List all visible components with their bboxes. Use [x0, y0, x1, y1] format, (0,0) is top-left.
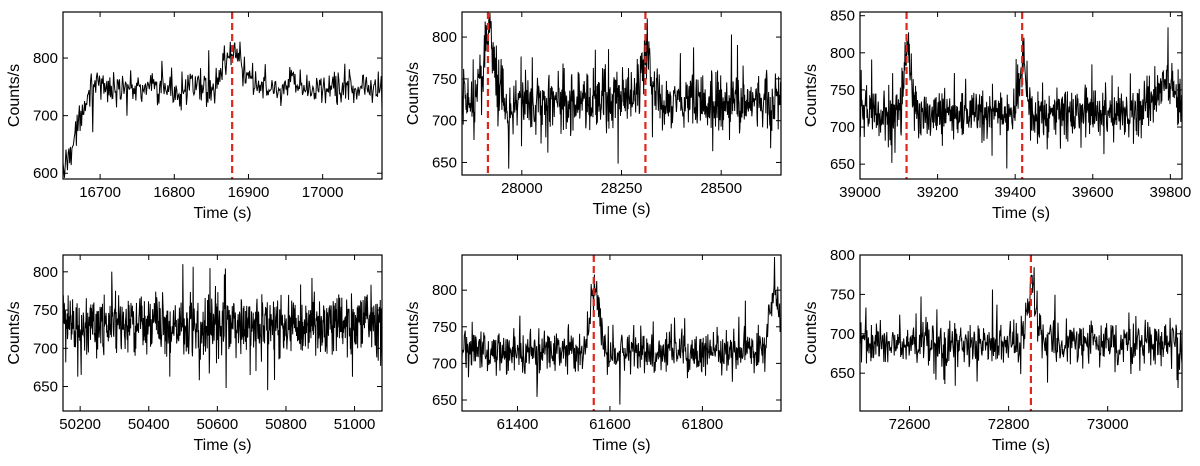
y-tick-label-top-middle-1: 700: [432, 113, 457, 130]
chart-panel-top-middle: 28000 28250 28500 650 700 750 800 Time (s) Count…: [405, 11, 782, 218]
plot-frame-bottom-right: [859, 254, 1183, 412]
y-tick-label-bottom-middle-0: 650: [432, 392, 457, 409]
y-tick-label-bottom-right-0: 650: [830, 365, 855, 382]
y-tick-label-bottom-right-1: 700: [830, 326, 855, 343]
y-axis-label-top-right: Counts/s: [803, 64, 820, 127]
x-tick-label-bottom-right-1: 72800: [988, 416, 1030, 433]
y-tick-label-bottom-left-3: 800: [33, 264, 58, 281]
y-tick-label-top-right-1: 700: [830, 119, 855, 136]
x-tick-label-bottom-right-2: 73000: [1087, 416, 1129, 433]
chart-panel-bottom-middle: 61400 61600 61800 650 700 750 800 Time (s) Count…: [405, 254, 782, 454]
plot-frame-bottom-middle: [461, 254, 782, 412]
y-tick-label-top-right-0: 650: [830, 156, 855, 173]
y-tick-label-bottom-right-3: 800: [830, 247, 855, 264]
y-tick-label-bottom-right-2: 750: [830, 286, 855, 303]
x-tick-label-top-right-0: 39000: [839, 184, 881, 201]
chart-panel-bottom-left: 50200 50400 50600 50800 51000 650 700 750 800 Tim…: [6, 254, 383, 454]
x-tick-label-top-left-2: 16900: [228, 184, 270, 201]
plot-frame-top-right: [859, 11, 1183, 180]
y-axis-label-bottom-left: Counts/s: [6, 301, 23, 364]
x-tick-label-top-middle-0: 28000: [501, 180, 543, 197]
y-tick-label-bottom-left-2: 750: [33, 302, 58, 319]
x-axis-label-top-left: Time (s): [193, 205, 251, 222]
y-axis-label-top-left: Counts/s: [6, 64, 23, 127]
y-tick-label-bottom-middle-2: 750: [432, 319, 457, 336]
x-tick-label-bottom-right-0: 72600: [889, 416, 931, 433]
x-axis-label-bottom-middle: Time (s): [592, 437, 650, 454]
series-line-top-left-0: [63, 41, 382, 178]
y-axis-label-bottom-right: Counts/s: [803, 301, 820, 364]
x-tick-label-top-middle-1: 28250: [601, 180, 643, 197]
y-axis-label-bottom-middle: Counts/s: [405, 301, 422, 364]
y-tick-label-bottom-left-0: 650: [33, 379, 58, 396]
x-tick-label-bottom-left-4: 51000: [334, 416, 376, 433]
x-axis-label-top-right: Time (s): [992, 205, 1050, 222]
x-tick-label-bottom-middle-0: 61400: [497, 416, 539, 433]
x-tick-label-top-right-1: 39200: [917, 184, 959, 201]
x-tick-label-bottom-left-2: 50600: [196, 416, 238, 433]
series-line-bottom-middle-0: [462, 257, 781, 405]
chart-panel-top-right: 39000 39200 39400 39600 39800 650 700 750 800 850…: [803, 8, 1191, 222]
x-axis-label-top-middle: Time (s): [592, 201, 650, 218]
series-line-top-right-0: [860, 27, 1182, 169]
x-tick-label-bottom-middle-2: 61800: [682, 416, 724, 433]
x-tick-label-top-middle-2: 28500: [700, 180, 742, 197]
plot-frame-top-left: [62, 11, 383, 180]
x-tick-label-top-left-1: 16800: [153, 184, 195, 201]
x-tick-label-top-left-0: 16700: [79, 184, 121, 201]
y-axis-label-top-middle: Counts/s: [405, 62, 422, 125]
x-tick-label-top-left-3: 17000: [302, 184, 344, 201]
series-line-bottom-right-0: [860, 267, 1182, 389]
x-tick-label-bottom-left-0: 50200: [59, 416, 101, 433]
x-axis-label-bottom-right: Time (s): [992, 437, 1050, 454]
y-tick-label-top-left-2: 800: [33, 50, 58, 67]
y-tick-label-bottom-middle-3: 800: [432, 282, 457, 299]
plot-frame-bottom-left: [62, 254, 383, 412]
y-tick-label-top-left-0: 600: [33, 165, 58, 182]
x-axis-label-bottom-left: Time (s): [193, 437, 251, 454]
y-tick-label-top-right-3: 800: [830, 45, 855, 62]
y-tick-label-bottom-left-1: 700: [33, 340, 58, 357]
y-tick-label-top-middle-0: 650: [432, 154, 457, 171]
y-tick-label-bottom-middle-1: 700: [432, 355, 457, 372]
x-tick-label-top-right-2: 39400: [994, 184, 1036, 201]
series-line-bottom-left-0: [63, 264, 382, 391]
y-tick-label-top-left-1: 700: [33, 108, 58, 125]
x-tick-label-top-right-4: 39800: [1150, 184, 1192, 201]
y-tick-label-top-middle-3: 800: [432, 29, 457, 46]
chart-panel-bottom-right: 72600 72800 73000 650 700 750 800 Time (s) Count…: [803, 247, 1183, 454]
x-tick-label-top-right-3: 39600: [1072, 184, 1114, 201]
y-tick-label-top-right-2: 750: [830, 82, 855, 99]
y-tick-label-top-middle-2: 750: [432, 71, 457, 88]
series-line-top-middle-0: [462, 12, 781, 169]
x-tick-label-bottom-left-1: 50400: [128, 416, 170, 433]
x-tick-label-bottom-left-3: 50800: [265, 416, 307, 433]
x-tick-label-bottom-middle-1: 61600: [589, 416, 631, 433]
chart-panel-top-left: 16700 16800 16900 17000 600 700 800 Time (s) Cou…: [6, 11, 383, 222]
y-tick-label-top-right-4: 850: [830, 8, 855, 25]
